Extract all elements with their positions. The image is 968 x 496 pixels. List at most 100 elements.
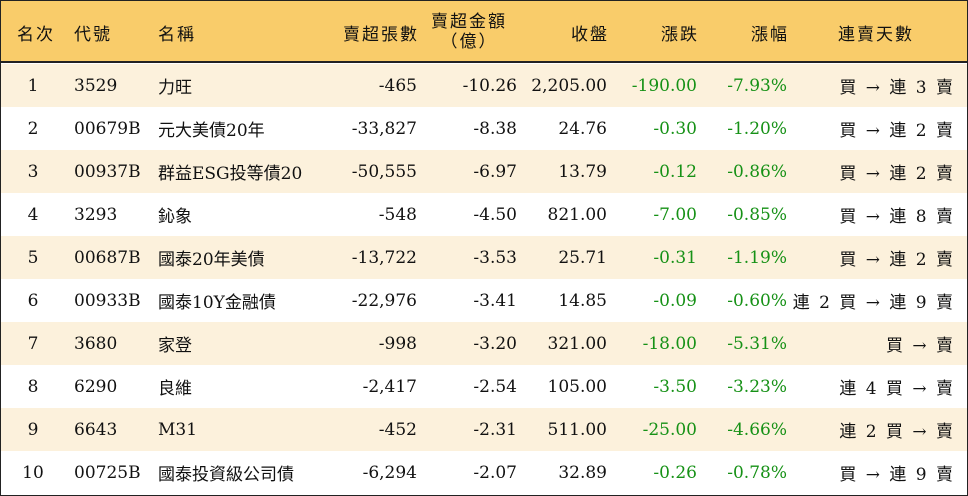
streak-cell: 買 → 連 9 賣	[839, 465, 955, 485]
close-cell: 2,205.00	[531, 75, 607, 96]
rank-cell: 9	[27, 419, 39, 440]
amount-cell: -2.31	[473, 419, 517, 440]
header-code: 代號	[74, 24, 112, 45]
amount-cell: -6.97	[473, 161, 517, 182]
code-cell: 00933B	[74, 290, 141, 311]
code-cell: 3529	[74, 75, 118, 96]
rank-cell: 10	[22, 462, 44, 483]
rank-cell: 7	[27, 333, 39, 354]
amount-cell: -4.50	[473, 204, 517, 225]
volume-cell: -2,417	[362, 376, 417, 397]
code-cell: 6643	[74, 419, 118, 440]
name-cell: 力旺	[158, 78, 192, 98]
close-cell: 24.76	[558, 118, 607, 139]
change-cell: -0.30	[653, 118, 697, 139]
rank-cell: 1	[27, 75, 39, 96]
rank-cell: 3	[27, 161, 39, 182]
change-cell: -3.50	[653, 376, 697, 397]
change-pct-cell: -3.23%	[727, 376, 787, 397]
change-pct-cell: -0.86%	[727, 161, 787, 182]
volume-cell: -50,555	[351, 161, 417, 182]
change-pct-cell: -7.93%	[727, 75, 787, 96]
amount-cell: -3.20	[473, 333, 517, 354]
close-cell: 105.00	[547, 376, 607, 397]
change-cell: -0.09	[653, 290, 697, 311]
volume-cell: -13,722	[351, 247, 417, 268]
table-row: 5 00687B 國泰20年美債 -13,722 -3.53 25.71 -0.31 -1.1…	[1, 236, 967, 279]
streak-cell: 買 → 賣	[885, 336, 955, 356]
rank-cell: 5	[27, 247, 39, 268]
amount-cell: -10.26	[462, 75, 517, 96]
table-row: 7 3680 家登 -998 -3.20 321.00 -18.00 -5.31% 買 → 賣	[1, 322, 967, 365]
close-cell: 32.89	[558, 462, 607, 483]
code-cell: 3293	[74, 204, 118, 225]
amount-cell: -3.41	[473, 290, 517, 311]
streak-cell: 買 → 連 2 賣	[839, 250, 955, 270]
change-pct-cell: -5.31%	[727, 333, 787, 354]
header-amount-unit: （億）	[440, 32, 498, 52]
header-name: 名稱	[158, 24, 196, 45]
name-cell: 家登	[158, 336, 192, 356]
change-cell: -18.00	[642, 333, 697, 354]
change-cell: -0.12	[653, 161, 697, 182]
amount-cell: -2.54	[473, 376, 517, 397]
name-cell: 國泰10Y金融債	[158, 293, 276, 313]
volume-cell: -452	[378, 419, 417, 440]
streak-cell: 買 → 連 3 賣	[839, 78, 955, 98]
code-cell: 00687B	[74, 247, 141, 268]
header-change-pct: 漲幅	[751, 24, 789, 45]
streak-cell: 連 2 買 → 賣	[839, 422, 955, 442]
name-cell: 國泰投資級公司債	[158, 465, 294, 485]
change-cell: -25.00	[642, 419, 697, 440]
rank-cell: 4	[27, 204, 39, 225]
streak-cell: 買 → 連 2 賣	[839, 121, 955, 141]
table-row: 9 6643 M31 -452 -2.31 511.00 -25.00 -4.66% 連 2 買…	[1, 408, 967, 451]
close-cell: 14.85	[558, 290, 607, 311]
change-cell: -0.31	[653, 247, 697, 268]
rank-cell: 6	[27, 290, 39, 311]
volume-cell: -22,976	[351, 290, 417, 311]
close-cell: 321.00	[547, 333, 607, 354]
amount-cell: -2.07	[473, 462, 517, 483]
close-cell: 511.00	[547, 419, 607, 440]
volume-cell: -6,294	[362, 462, 417, 483]
name-cell: 鈊象	[158, 207, 192, 227]
table-row: 2 00679B 元大美債20年 -33,827 -8.38 24.76 -0.30 -1.2…	[1, 107, 967, 150]
change-pct-cell: -0.85%	[727, 204, 787, 225]
change-pct-cell: -0.60%	[727, 290, 787, 311]
close-cell: 13.79	[558, 161, 607, 182]
table-header: 名次 代號 名稱 賣超張數 賣超金額 （億） 收盤 漲跌 漲幅 連賣天數	[1, 1, 967, 63]
streak-cell: 買 → 連 2 賣	[839, 164, 955, 184]
table-row: 6 00933B 國泰10Y金融債 -22,976 -3.41 14.85 -0.09 -0.…	[1, 279, 967, 322]
table-row: 4 3293 鈊象 -548 -4.50 821.00 -7.00 -0.85% 買 → 連 8…	[1, 193, 967, 236]
volume-cell: -548	[378, 204, 417, 225]
header-change: 漲跌	[661, 24, 699, 45]
change-cell: -7.00	[653, 204, 697, 225]
change-cell: -190.00	[631, 75, 697, 96]
header-amount: 賣超金額 （億）	[421, 1, 517, 63]
name-cell: 元大美債20年	[158, 121, 265, 141]
amount-cell: -8.38	[473, 118, 517, 139]
header-volume: 賣超張數	[343, 24, 419, 45]
table-row: 8 6290 良維 -2,417 -2.54 105.00 -3.50 -3.23% 連 4 買…	[1, 365, 967, 408]
code-cell: 6290	[74, 376, 118, 397]
code-cell: 00679B	[74, 118, 141, 139]
code-cell: 3680	[74, 333, 118, 354]
streak-cell: 連 2 買 → 連 9 賣	[792, 293, 955, 313]
volume-cell: -33,827	[351, 118, 417, 139]
volume-cell: -998	[378, 333, 417, 354]
header-close: 收盤	[571, 24, 609, 45]
streak-cell: 買 → 連 8 賣	[839, 207, 955, 227]
header-rank: 名次	[17, 24, 55, 45]
header-streak: 連賣天數	[838, 24, 914, 45]
close-cell: 25.71	[558, 247, 607, 268]
rank-cell: 2	[27, 118, 39, 139]
amount-cell: -3.53	[473, 247, 517, 268]
name-cell: 國泰20年美債	[158, 250, 265, 270]
volume-cell: -465	[378, 75, 417, 96]
change-pct-cell: -0.78%	[727, 462, 787, 483]
rank-cell: 8	[27, 376, 39, 397]
table-row: 3 00937B 群益ESG投等債20 -50,555 -6.97 13.79 -0.12 -…	[1, 150, 967, 193]
name-cell: M31	[158, 419, 198, 440]
